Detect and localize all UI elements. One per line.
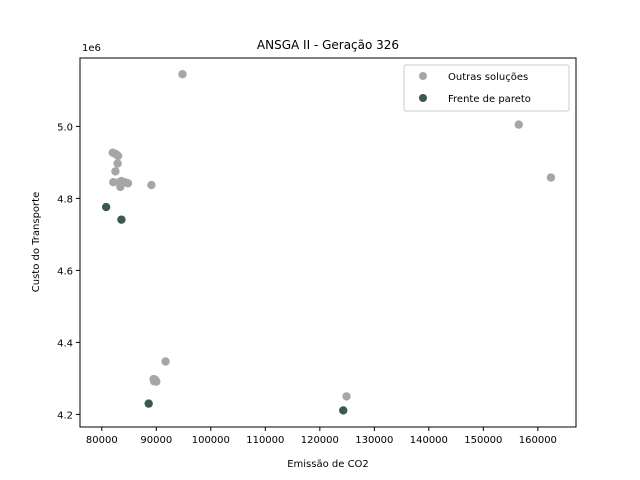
y-tick-label: 5.0 — [57, 122, 73, 133]
outras-solucoes-point — [342, 392, 351, 401]
y-axis: 4.2 4.4 4.6 4.8 5.0 — [57, 122, 80, 421]
pareto-front-point — [339, 406, 348, 415]
x-tick-label: 150000 — [464, 435, 502, 446]
legend: Outras soluções Frente de pareto — [403, 64, 570, 112]
outras-solucoes-point — [514, 120, 523, 129]
legend-marker-pareto — [419, 94, 427, 102]
x-tick-label: 140000 — [410, 435, 448, 446]
x-tick-label: 80000 — [86, 435, 118, 446]
legend-marker-outras — [419, 72, 427, 80]
x-axis-label: Emissão de CO2 — [287, 459, 369, 470]
outras-solucoes-point — [178, 70, 187, 79]
y-tick-label: 4.8 — [57, 194, 73, 205]
x-tick-label: 100000 — [192, 435, 230, 446]
data-points — [101, 70, 556, 415]
y-offset-label: 1e6 — [82, 43, 101, 54]
chart-title: ANSGA II - Geração 326 — [257, 38, 399, 52]
x-tick-label: 160000 — [519, 435, 557, 446]
outras-solucoes-point — [152, 377, 161, 386]
pareto-front-point — [101, 202, 111, 212]
outras-solucoes-point — [147, 180, 156, 190]
outras-solucoes-point — [111, 167, 120, 176]
legend-box — [403, 64, 570, 112]
x-tick-label: 90000 — [140, 435, 172, 446]
x-tick-label: 110000 — [246, 435, 284, 446]
y-axis-label: Custo do Transporte — [31, 192, 42, 292]
y-tick-label: 4.2 — [57, 410, 73, 421]
outras-solucoes-point — [113, 151, 123, 161]
outras-solucoes-point — [161, 357, 170, 366]
outras-solucoes-point — [123, 179, 133, 188]
x-axis: 80000 90000 100000 110000 120000 130000 140000… — [86, 427, 557, 446]
outras-solucoes-point — [116, 182, 125, 192]
legend-label-outras: Outras soluções — [448, 72, 528, 83]
legend-label-pareto: Frente de pareto — [448, 94, 531, 105]
outras-solucoes-point — [109, 178, 118, 187]
outras-solucoes-point — [546, 173, 556, 182]
plot-area — [79, 57, 577, 428]
y-tick-label: 4.6 — [57, 266, 73, 277]
x-tick-label: 130000 — [355, 435, 393, 446]
y-tick-label: 4.4 — [57, 338, 73, 349]
x-tick-label: 120000 — [301, 435, 339, 446]
pareto-front-point — [117, 215, 126, 224]
pareto-front-point — [144, 399, 153, 408]
outras-solucoes-point — [113, 159, 122, 168]
